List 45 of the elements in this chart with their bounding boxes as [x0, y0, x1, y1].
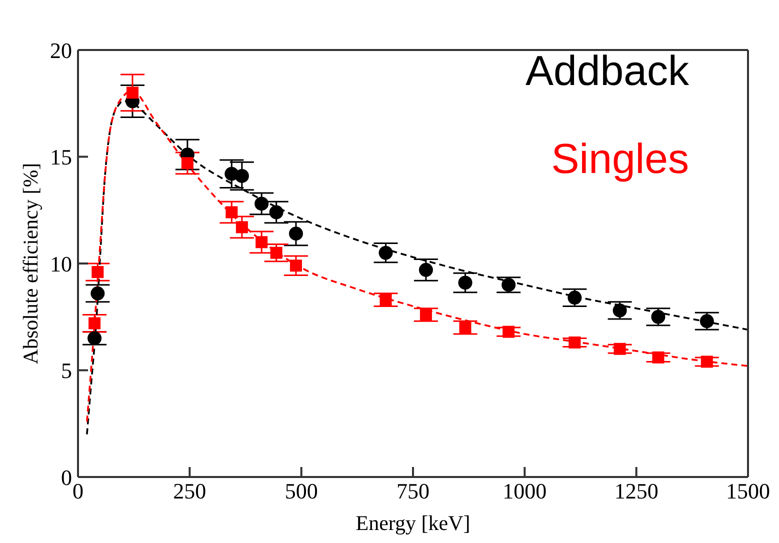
- y-tick-label: 15: [50, 144, 72, 170]
- point: [236, 221, 248, 234]
- point: [256, 236, 268, 248]
- point: [420, 308, 432, 321]
- point: [418, 262, 433, 277]
- point: [614, 342, 626, 355]
- point: [502, 326, 515, 338]
- point: [700, 356, 713, 368]
- y-axis-title: Absolute efficiency [%]: [18, 162, 42, 364]
- point: [288, 226, 303, 241]
- point: [700, 314, 714, 328]
- x-tick-label: 500: [284, 478, 318, 504]
- point: [459, 322, 472, 334]
- x-tick-label: 1500: [726, 478, 770, 504]
- point: [502, 278, 516, 292]
- point: [290, 260, 302, 272]
- point: [270, 246, 282, 259]
- point: [92, 266, 104, 278]
- x-axis-title: Energy [keV]: [356, 510, 470, 535]
- point: [458, 276, 472, 290]
- point: [88, 331, 102, 346]
- point: [612, 303, 627, 318]
- x-tick-label: 1250: [614, 478, 658, 504]
- point: [90, 286, 105, 300]
- point: [651, 310, 666, 324]
- point: [568, 336, 581, 348]
- point: [126, 86, 138, 99]
- point: [254, 196, 269, 211]
- point: [269, 205, 284, 220]
- text: Singles: [551, 135, 689, 182]
- point: [378, 246, 393, 260]
- point: [88, 317, 101, 330]
- y-tick-label: 20: [50, 38, 72, 63]
- y-tick-label: 10: [50, 251, 72, 276]
- x-tick-label: 250: [173, 478, 206, 504]
- y-tick-label: 5: [61, 358, 72, 384]
- point: [652, 351, 664, 364]
- point: [234, 168, 249, 183]
- point: [181, 157, 194, 170]
- point: [226, 206, 238, 218]
- text: Addback: [526, 47, 689, 94]
- x-tick-label: 1000: [502, 478, 547, 504]
- x-tick-label: 750: [396, 478, 430, 504]
- point: [380, 294, 392, 306]
- point: [568, 290, 582, 305]
